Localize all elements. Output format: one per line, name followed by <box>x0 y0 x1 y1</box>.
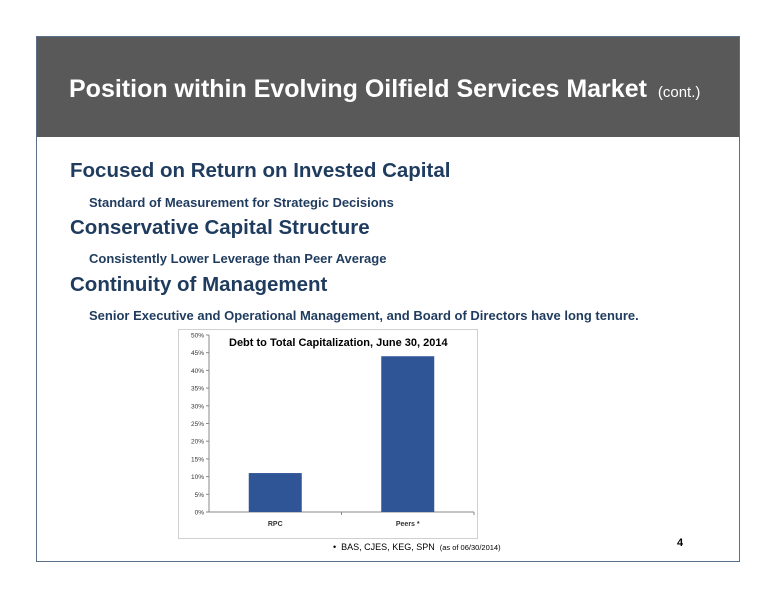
footnote-text: BAS, CJES, KEG, SPN <box>341 542 435 552</box>
title-bar: Position within Evolving Oilfield Servic… <box>37 37 739 137</box>
section-heading: Focused on Return on Invested Capital <box>70 159 451 182</box>
section-subtext: Senior Executive and Operational Managem… <box>89 308 639 323</box>
chart-title: Debt to Total Capitalization, June 30, 2… <box>229 337 448 349</box>
slide-title-text: Position within Evolving Oilfield Servic… <box>69 75 647 103</box>
footnote-bullet: • <box>333 542 337 552</box>
y-tick-label: 35% <box>191 386 204 393</box>
footnote-date: (as of 06/30/2014) <box>439 543 501 552</box>
y-tick-label: 5% <box>195 492 205 499</box>
page-number: 4 <box>677 537 684 549</box>
x-tick-label: Peers * <box>396 521 420 528</box>
slide-title: Position within Evolving Oilfield Servic… <box>69 75 700 104</box>
y-tick-label: 50% <box>191 333 204 340</box>
section-subtext: Consistently Lower Leverage than Peer Av… <box>89 251 387 266</box>
y-tick-label: 20% <box>191 439 204 446</box>
y-tick-label: 40% <box>191 368 204 375</box>
debt-chart: 0% 5% 10% 15% 20% 25% 30% 35% 40% 45% 50% RPC Peers … <box>191 333 475 528</box>
footnote: • BAS, CJES, KEG, SPN (as of 06/30/2014) <box>333 542 501 552</box>
slide: Position within Evolving Oilfield Servic… <box>36 36 740 562</box>
y-tick-label: 15% <box>191 456 204 463</box>
bar <box>248 473 302 512</box>
y-tick-label: 25% <box>191 421 204 428</box>
y-tick-label: 30% <box>191 403 204 410</box>
y-tick-label: 45% <box>191 350 204 357</box>
y-tick-label: 0% <box>195 510 205 517</box>
x-tick-label: RPC <box>268 521 283 528</box>
section-heading: Conservative Capital Structure <box>70 216 370 239</box>
bar <box>381 356 435 512</box>
slide-title-suffix: (cont.) <box>657 84 701 101</box>
section-heading: Continuity of Management <box>70 273 328 296</box>
y-tick-label: 10% <box>191 474 204 481</box>
section-subtext: Standard of Measurement for Strategic De… <box>89 195 394 210</box>
